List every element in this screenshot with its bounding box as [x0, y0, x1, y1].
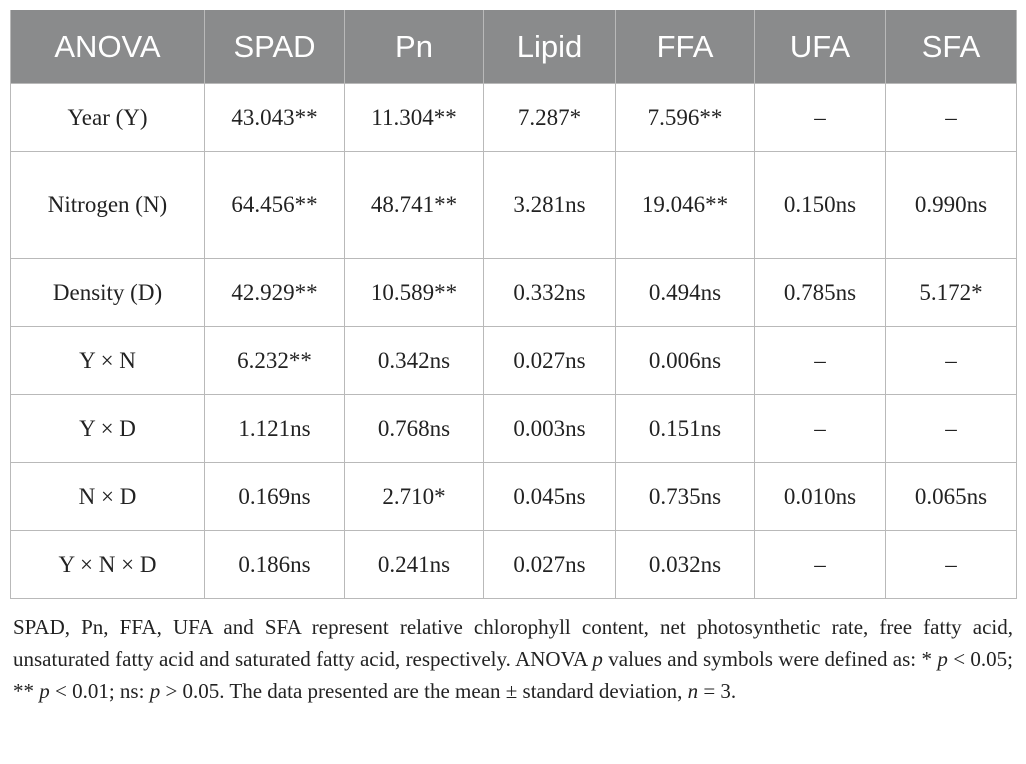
footnote-text: values and symbols were defined as: * — [602, 647, 938, 671]
header-ufa: UFA — [754, 10, 886, 84]
table-cell: 10.589** — [344, 258, 484, 327]
table-cell: 0.241ns — [344, 530, 484, 599]
table-cell: 0.151ns — [615, 394, 755, 463]
row-label: Nitrogen (N) — [10, 151, 205, 259]
table-cell: 43.043** — [204, 83, 345, 152]
row-label: Y × N — [10, 326, 205, 395]
table-cell: 0.150ns — [754, 151, 886, 259]
header-row: ANOVA SPAD Pn Lipid FFA UFA SFA — [10, 10, 1017, 84]
table-cell: 0.027ns — [483, 530, 616, 599]
table-cell: 0.494ns — [615, 258, 755, 327]
p-symbol: p — [592, 647, 603, 671]
table-row-year: Year (Y) 43.043** 11.304** 7.287* 7.596*… — [10, 83, 1017, 152]
table-cell: 64.456** — [204, 151, 345, 259]
n-symbol: n — [687, 679, 699, 703]
table-cell: 0.342ns — [344, 326, 484, 395]
p-symbol: p — [937, 647, 948, 671]
anova-table: ANOVA SPAD Pn Lipid FFA UFA SFA Year (Y)… — [10, 10, 1017, 599]
table-cell: 2.710* — [344, 462, 484, 531]
table-cell: 7.596** — [615, 83, 755, 152]
table-row-y-x-n-x-d: Y × N × D 0.186ns 0.241ns 0.027ns 0.032n… — [10, 530, 1017, 599]
footnote-text: = 3. — [698, 679, 737, 703]
row-label-text: Nitrogen (N) — [47, 192, 168, 218]
header-anova: ANOVA — [10, 10, 205, 84]
table-cell: – — [754, 83, 886, 152]
table-cell: 48.741** — [344, 151, 484, 259]
table-cell: – — [754, 394, 886, 463]
header-pn: Pn — [344, 10, 484, 84]
footnote-text: > 0.05. The data presented are the mean … — [160, 679, 688, 703]
table-cell: – — [754, 326, 886, 395]
table-cell: 0.003ns — [483, 394, 616, 463]
row-label: Year (Y) — [10, 83, 205, 152]
table-cell: – — [754, 530, 886, 599]
table-cell: 0.032ns — [615, 530, 755, 599]
table-cell: – — [885, 394, 1017, 463]
table-cell: – — [885, 326, 1017, 395]
footnote-text: SPAD, Pn, FFA, UFA and SFA represent rel… — [13, 615, 1013, 671]
table-cell: 6.232** — [204, 326, 345, 395]
table-cell: 0.186ns — [204, 530, 345, 599]
table-cell: 1.121ns — [204, 394, 345, 463]
header-spad: SPAD — [204, 10, 345, 84]
p-symbol: p — [149, 679, 161, 703]
row-label: Y × N × D — [10, 530, 205, 599]
table-cell: 0.332ns — [483, 258, 616, 327]
row-label: N × D — [10, 462, 205, 531]
header-ffa: FFA — [615, 10, 755, 84]
table-row-n-x-d: N × D 0.169ns 2.710* 0.045ns 0.735ns 0.0… — [10, 462, 1017, 531]
table-cell: 0.065ns — [885, 462, 1017, 531]
table-cell: 3.281ns — [483, 151, 616, 259]
table-cell: 0.990ns — [885, 151, 1017, 259]
table-cell: – — [885, 530, 1017, 599]
table-cell: 0.768ns — [344, 394, 484, 463]
table-row-y-x-n: Y × N 6.232** 0.342ns 0.027ns 0.006ns – … — [10, 326, 1017, 395]
anova-table-container: ANOVA SPAD Pn Lipid FFA UFA SFA Year (Y)… — [10, 10, 1017, 707]
header-sfa: SFA — [885, 10, 1017, 84]
table-cell: 11.304** — [344, 83, 484, 152]
table-cell: 42.929** — [204, 258, 345, 327]
table-cell: 0.045ns — [483, 462, 616, 531]
row-label: Density (D) — [10, 258, 205, 327]
table-cell: 0.785ns — [754, 258, 886, 327]
table-cell: 0.169ns — [204, 462, 345, 531]
table-cell: 0.735ns — [615, 462, 755, 531]
table-row-density: Density (D) 42.929** 10.589** 0.332ns 0.… — [10, 258, 1017, 327]
table-cell: 5.172* — [885, 258, 1017, 327]
table-footnote: SPAD, Pn, FFA, UFA and SFA represent rel… — [13, 611, 1013, 707]
table-cell: – — [885, 83, 1017, 152]
table-cell: 7.287* — [483, 83, 616, 152]
header-lipid: Lipid — [483, 10, 616, 84]
p-symbol: p — [39, 679, 50, 703]
table-cell: 19.046** — [615, 151, 755, 259]
footnote-text: < 0.05; ** — [13, 647, 1013, 703]
row-label: Y × D — [10, 394, 205, 463]
table-row-nitrogen: Nitrogen (N) 64.456** 48.741** 3.281ns 1… — [10, 151, 1017, 259]
footnote-text: < 0.01; ns: — [49, 679, 150, 703]
table-cell: 0.010ns — [754, 462, 886, 531]
table-row-y-x-d: Y × D 1.121ns 0.768ns 0.003ns 0.151ns – … — [10, 394, 1017, 463]
table-cell: 0.006ns — [615, 326, 755, 395]
table-cell: 0.027ns — [483, 326, 616, 395]
